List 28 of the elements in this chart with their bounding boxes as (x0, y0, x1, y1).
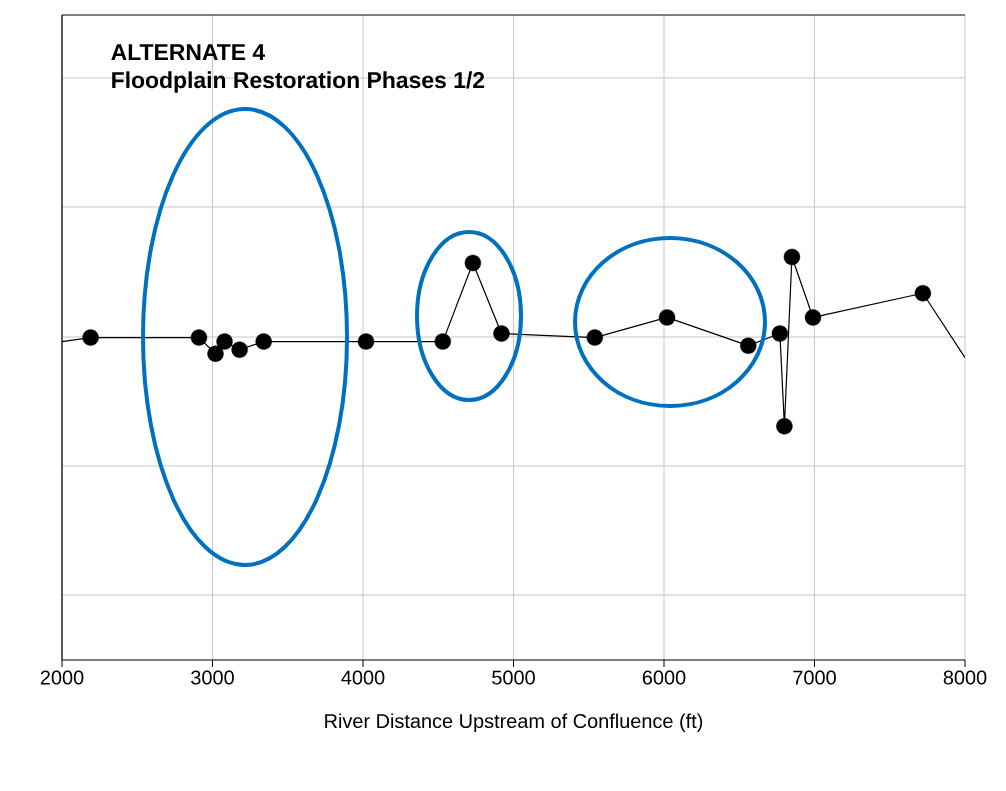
point (804, 309, 822, 326)
point (658, 309, 676, 326)
point (231, 341, 248, 358)
x-tick-label: 5000 (492, 670, 535, 685)
point (771, 325, 789, 342)
point (586, 329, 603, 346)
x-tick-label: 7000 (793, 670, 836, 685)
point (783, 248, 801, 266)
x-tick-label: 4000 (341, 670, 385, 685)
point (740, 337, 757, 354)
point (464, 254, 482, 272)
point (82, 329, 99, 346)
x-tick-label: 2000 (40, 670, 84, 685)
point (776, 418, 793, 435)
x-tick-label: 8000 (943, 670, 987, 685)
x-tick-label: 6000 (642, 670, 686, 685)
point (493, 325, 510, 342)
chart-subtitle: Floodplain Restoration Phases 1/2 (112, 71, 485, 93)
point (207, 345, 224, 362)
x-axis-title: River Distance Upstream of Confluence (ft) (325, 713, 703, 733)
x-tick-label: 3000 (191, 670, 234, 685)
point (914, 285, 932, 302)
point (190, 329, 208, 346)
point (434, 333, 451, 350)
point (255, 333, 272, 350)
point (357, 333, 375, 350)
chart-title: ALTERNATE 4 (111, 44, 266, 61)
point (216, 333, 233, 350)
